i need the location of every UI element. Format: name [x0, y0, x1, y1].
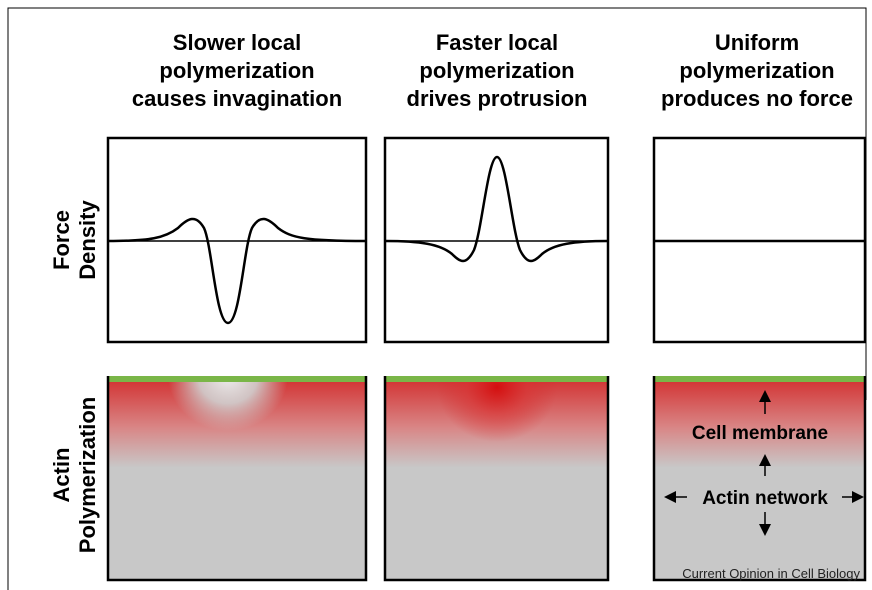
- actin-panel: [385, 376, 608, 580]
- column-title: produces no force: [661, 86, 853, 111]
- column-title: Faster local: [436, 30, 558, 55]
- actin-panel: [654, 376, 865, 580]
- annotation: Actin network: [702, 488, 828, 509]
- column-title: drives protrusion: [407, 86, 588, 111]
- row-label-line: Polymerization: [75, 397, 100, 553]
- figure: Slower local polymerization causes invag…: [0, 0, 872, 590]
- actin-panel: [108, 376, 366, 580]
- column-title: causes invagination: [132, 86, 342, 111]
- row-label-line: Actin: [49, 448, 74, 503]
- column-title: Slower local: [173, 30, 301, 55]
- column-titles: Slower local polymerization causes invag…: [132, 30, 853, 111]
- row-label: Force Density: [49, 200, 100, 280]
- column-title: polymerization: [679, 58, 834, 83]
- source: Current Opinion in Cell Biology: [682, 566, 860, 581]
- force-curve: [385, 157, 608, 261]
- row-label: Actin Polymerization: [49, 397, 100, 553]
- row-label-line: Density: [75, 200, 100, 280]
- force-curve: [108, 219, 366, 323]
- column-title: Uniform: [715, 30, 799, 55]
- column-title: polymerization: [159, 58, 314, 83]
- column-title: polymerization: [419, 58, 574, 83]
- force-panel: [385, 138, 608, 342]
- annotation: Cell membrane: [692, 423, 828, 444]
- row-label-line: Force: [49, 210, 74, 270]
